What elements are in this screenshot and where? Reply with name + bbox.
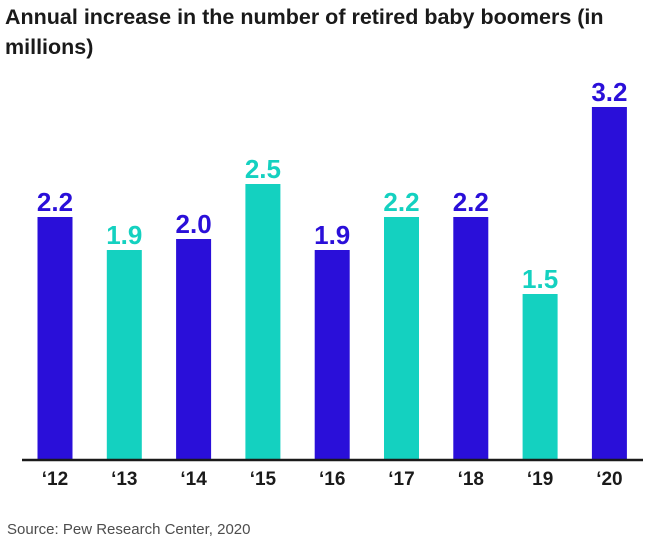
- x-tick-labels-group: ‘12 ‘13 ‘14 ‘15 ‘16 ‘17 ‘18 ‘19 ‘20: [42, 469, 623, 490]
- x-tick-label-1: ‘13: [111, 469, 137, 490]
- bar-5: [384, 217, 419, 459]
- x-tick-label-0: ‘12: [42, 469, 68, 490]
- bar-2: [176, 239, 212, 459]
- bar-1: [106, 250, 142, 459]
- bar-3: [245, 184, 281, 459]
- x-tick-label-6: ‘18: [458, 469, 484, 490]
- bar-6: [453, 217, 489, 459]
- x-tick-label-2: ‘14: [180, 469, 207, 490]
- value-label-2: 2.0: [176, 209, 212, 239]
- bar-7: [522, 294, 558, 459]
- bars-group: [37, 107, 627, 459]
- value-label-1: 1.9: [106, 220, 142, 250]
- value-label-0: 2.2: [37, 187, 73, 217]
- x-tick-label-3: ‘15: [250, 469, 277, 490]
- bar-4: [314, 250, 350, 459]
- value-label-3: 2.5: [245, 154, 281, 184]
- source-note: Source: Pew Research Center, 2020: [7, 521, 251, 538]
- x-tick-label-4: ‘16: [319, 469, 345, 490]
- value-labels-group: 2.2 1.9 2.0 2.5 1.9 2.2 2.2 1.5 3.2: [37, 77, 628, 294]
- x-tick-label-7: ‘19: [527, 469, 553, 490]
- bar-8: [591, 107, 627, 459]
- x-tick-label-5: ‘17: [388, 469, 414, 490]
- value-label-7: 1.5: [522, 264, 558, 294]
- value-label-4: 1.9: [314, 220, 350, 250]
- value-label-6: 2.2: [453, 187, 489, 217]
- bar-0: [37, 217, 73, 459]
- x-tick-label-8: ‘20: [596, 469, 622, 490]
- value-label-8: 3.2: [591, 77, 627, 107]
- value-label-5: 2.2: [383, 187, 419, 217]
- chart-title: Annual increase in the number of retired…: [5, 5, 604, 59]
